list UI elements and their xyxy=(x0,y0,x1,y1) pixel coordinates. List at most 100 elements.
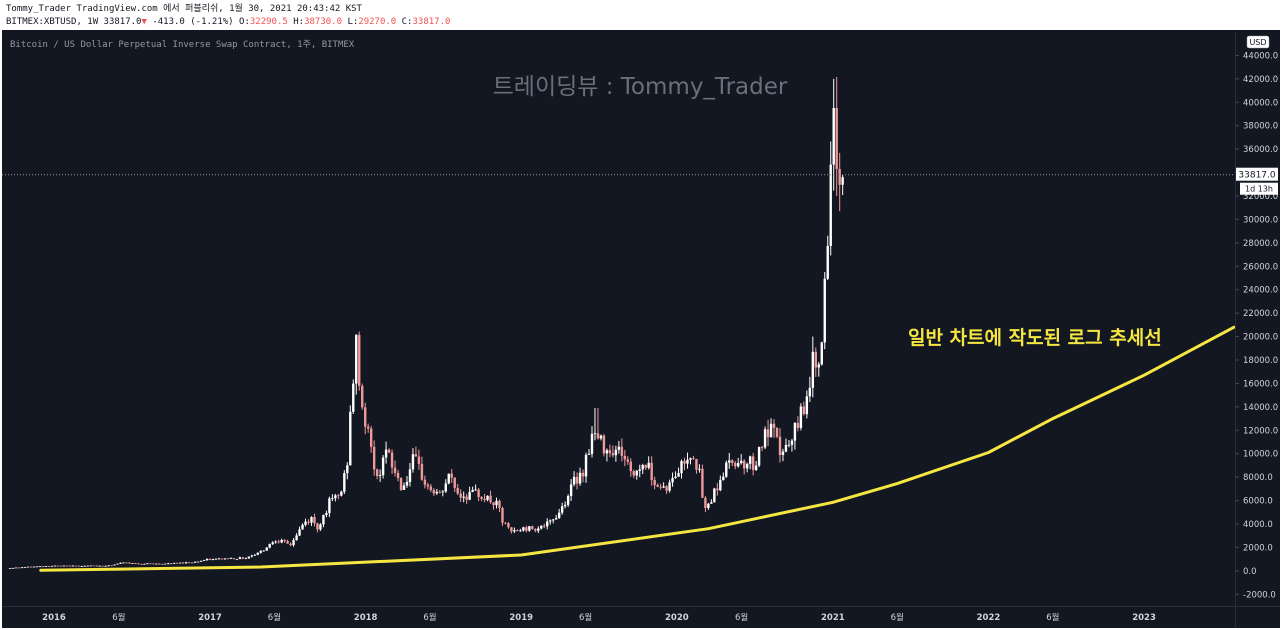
candle-body xyxy=(480,496,483,499)
candle-body xyxy=(796,423,800,428)
candle-body xyxy=(74,565,77,567)
x-tick-label: 6월 xyxy=(735,612,748,623)
candle-body xyxy=(754,465,758,471)
x-tick-label: 2021 xyxy=(821,613,845,623)
candle-body xyxy=(164,563,167,565)
candle-body xyxy=(170,563,173,565)
candle-body xyxy=(405,481,409,486)
candle-body xyxy=(268,544,271,548)
close-label: C: xyxy=(401,17,413,27)
candle-body xyxy=(417,456,421,464)
candle-body xyxy=(199,560,203,562)
candle-body xyxy=(528,526,531,531)
candle-body xyxy=(247,556,251,559)
y-tick-label: 40000.0 xyxy=(1243,98,1278,108)
candle-body xyxy=(331,498,334,499)
candle-body xyxy=(438,491,442,493)
price-axis[interactable]: -2000.0 0.0 2000.0 4000.0 6000.0 8000.0 10000.… xyxy=(1235,51,1278,600)
candle-body xyxy=(378,475,382,477)
countdown-label: 1d 13h xyxy=(1245,185,1273,194)
y-tick-label: 2000.0 xyxy=(1243,543,1273,553)
candle-body xyxy=(799,406,803,428)
candle-body xyxy=(820,342,823,365)
candle-body xyxy=(519,530,522,532)
candle-body xyxy=(453,477,456,488)
candle-body xyxy=(113,564,116,566)
candle-body xyxy=(707,503,710,509)
candle-body xyxy=(620,446,624,456)
candle-body xyxy=(110,565,113,567)
candle-body xyxy=(125,562,128,564)
candle-body xyxy=(35,566,39,568)
x-tick-label: 6월 xyxy=(891,612,904,623)
candle-body xyxy=(256,552,259,555)
candle-body xyxy=(477,489,480,497)
candle-body xyxy=(543,525,546,527)
candle-body xyxy=(167,563,170,565)
candle-body xyxy=(337,495,340,497)
candle-body xyxy=(701,468,704,498)
candle-body xyxy=(483,498,486,500)
candle-body xyxy=(695,458,698,470)
candle-body xyxy=(432,490,436,494)
x-tick-label: 6월 xyxy=(1046,612,1059,623)
x-tick-label: 2019 xyxy=(509,613,533,623)
candle-body xyxy=(146,563,149,565)
candle-body xyxy=(459,493,462,498)
candle-body xyxy=(832,107,835,165)
y-tick-label: 24000.0 xyxy=(1243,286,1278,296)
candle-body xyxy=(757,446,761,466)
candle-body xyxy=(414,454,418,457)
currency-badge[interactable]: USD xyxy=(1246,35,1270,49)
candle-body xyxy=(32,566,36,568)
candle-body xyxy=(143,563,146,565)
candle-body xyxy=(578,472,582,484)
candle-body xyxy=(53,565,57,567)
candle-body xyxy=(47,566,51,567)
candle-body xyxy=(492,502,495,506)
candle-body xyxy=(522,527,525,531)
candle-body xyxy=(650,462,653,481)
candle-body xyxy=(429,486,433,491)
candle-body xyxy=(742,460,746,469)
candle-body xyxy=(238,557,242,560)
candle-body xyxy=(420,463,424,480)
candle-body xyxy=(29,566,33,568)
candle-body xyxy=(659,486,662,488)
candle-body xyxy=(158,563,161,565)
candle-body xyxy=(557,512,561,519)
candle-body xyxy=(17,567,21,569)
open-value: 32290.5 xyxy=(249,17,288,27)
x-tick-label: 2016 xyxy=(42,613,66,623)
candle-body xyxy=(298,529,301,536)
candle-body xyxy=(769,423,773,438)
y-tick-label: 18000.0 xyxy=(1243,356,1278,366)
time-axis[interactable]: 2016 6월 2017 6월 2018 6월 2019 6월 2020 6월 2021 6월 2022… xyxy=(2,606,1280,624)
candle-body xyxy=(471,489,474,492)
candle-body xyxy=(662,486,665,488)
candle-body xyxy=(781,451,785,455)
candle-body xyxy=(26,566,30,568)
x-tick-label: 6월 xyxy=(112,612,125,623)
candle-body xyxy=(301,524,304,530)
candle-body xyxy=(355,334,358,384)
candle-body xyxy=(680,461,683,474)
candle-body xyxy=(119,562,122,564)
candle-body xyxy=(346,465,349,474)
y-tick-label: 42000.0 xyxy=(1243,75,1278,85)
candle-body xyxy=(295,535,298,541)
candle-body xyxy=(193,561,197,563)
candle-body xyxy=(572,476,576,485)
candle-body xyxy=(674,476,677,478)
candle-body xyxy=(80,566,83,567)
candle-body xyxy=(393,467,397,473)
candle-body xyxy=(444,483,447,492)
candle-body xyxy=(668,482,671,491)
candle-body xyxy=(178,562,182,564)
candle-body xyxy=(56,565,60,567)
candle-body xyxy=(364,407,367,427)
trendline-layer xyxy=(39,325,1236,572)
candle-body xyxy=(817,364,820,368)
candle-body xyxy=(65,565,68,567)
